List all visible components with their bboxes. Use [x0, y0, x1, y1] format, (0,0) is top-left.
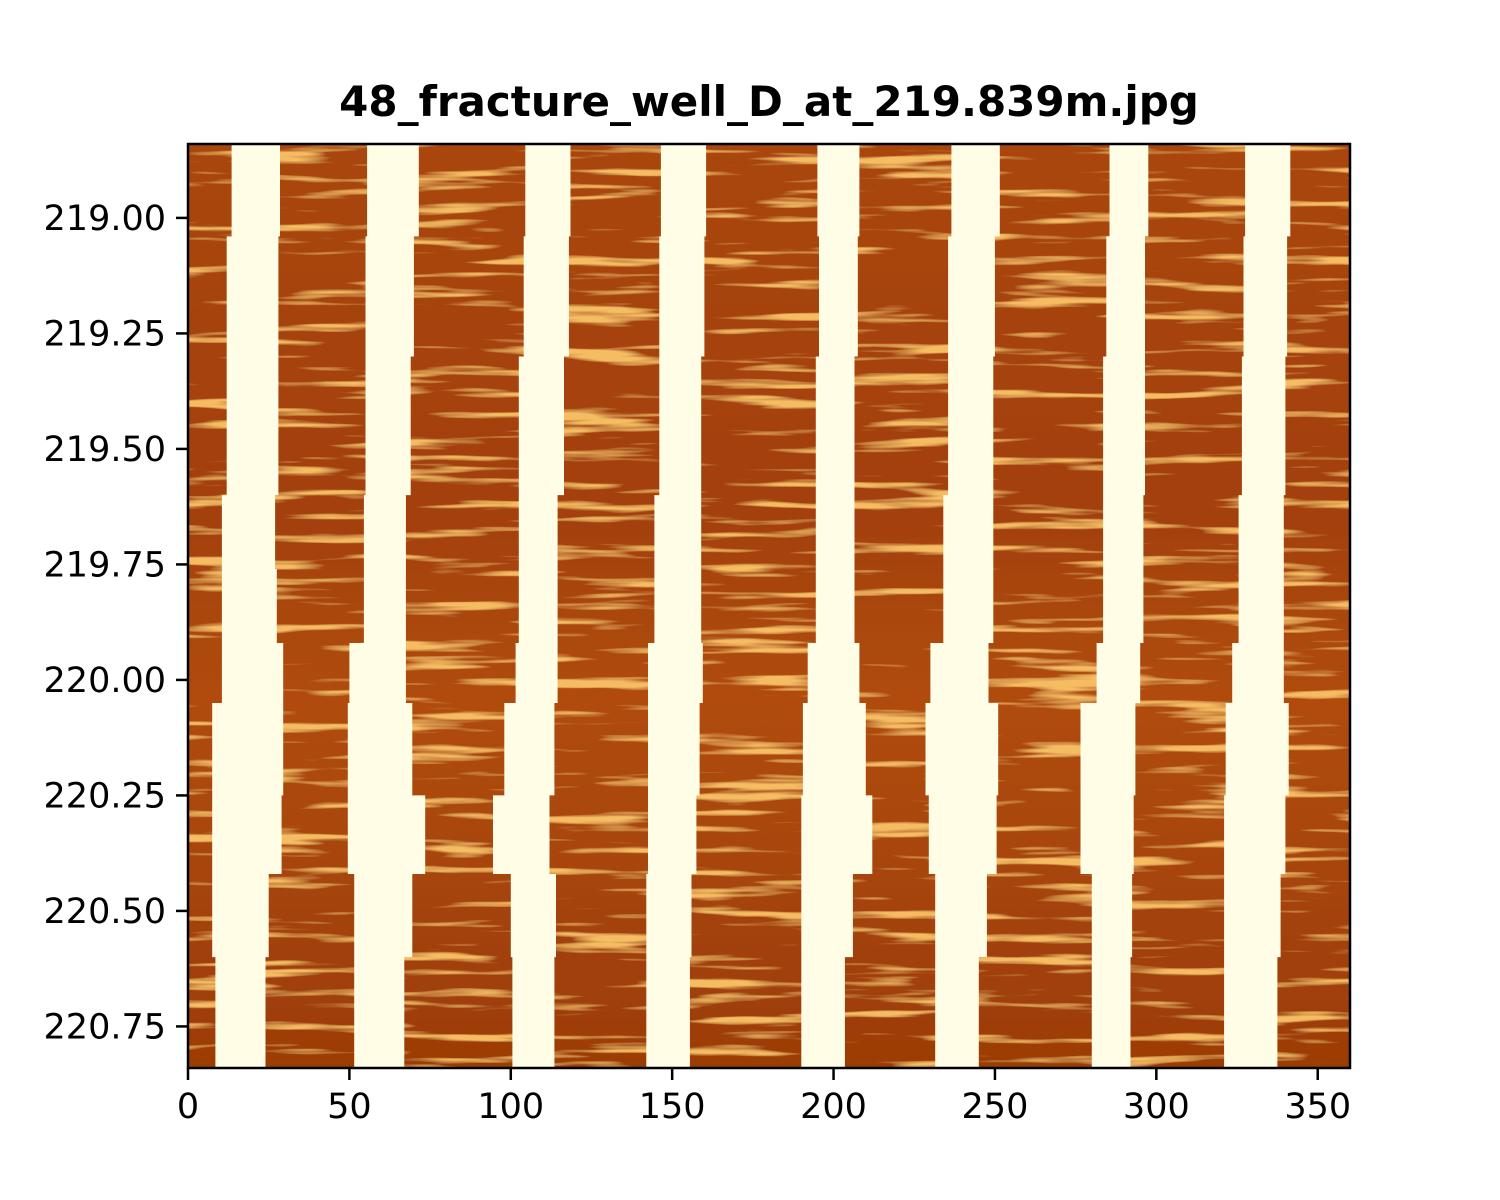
x-axis: 0 50 100 150 200 250 300 350: [177, 1068, 1351, 1127]
y-tick-label: 219.75: [44, 545, 166, 585]
pad-stripe-2: [347, 144, 426, 1068]
x-tick-label: 300: [1123, 1087, 1190, 1127]
pad-stripe-8: [1224, 144, 1291, 1068]
pad-stripe-6: [925, 144, 1000, 1068]
x-tick-label: 150: [639, 1087, 706, 1127]
y-tick-label: 219.25: [44, 314, 166, 354]
y-tick-label: 219.50: [44, 430, 166, 470]
pad-stripe-4: [646, 144, 707, 1068]
y-tick-label: 220.75: [44, 1007, 166, 1047]
x-tick-label: 50: [327, 1087, 372, 1127]
x-tick-label: 250: [962, 1087, 1029, 1127]
plot-frame: [186, 142, 1352, 1070]
x-tick-label: 0: [177, 1087, 199, 1127]
y-axis: 219.00 219.25 219.50 219.75 220.00 220.25 220.…: [44, 199, 188, 1047]
pad-stripe-3: [493, 144, 571, 1068]
pad-stripe-5: [801, 144, 873, 1068]
x-tick-label: 350: [1284, 1087, 1351, 1127]
y-tick-label: 220.50: [44, 892, 166, 932]
chart-title: 48_fracture_well_D_at_219.839m.jpg: [339, 77, 1199, 126]
image-area: [188, 144, 1350, 1068]
y-tick-label: 220.25: [44, 776, 166, 816]
y-tick-label: 220.00: [44, 661, 166, 701]
pad-stripe-7: [1080, 144, 1149, 1068]
x-tick-label: 200: [800, 1087, 867, 1127]
pad-stripe-1: [212, 144, 284, 1068]
y-tick-label: 219.00: [44, 199, 166, 239]
x-tick-label: 100: [477, 1087, 544, 1127]
pad-stripes: [212, 144, 1291, 1068]
